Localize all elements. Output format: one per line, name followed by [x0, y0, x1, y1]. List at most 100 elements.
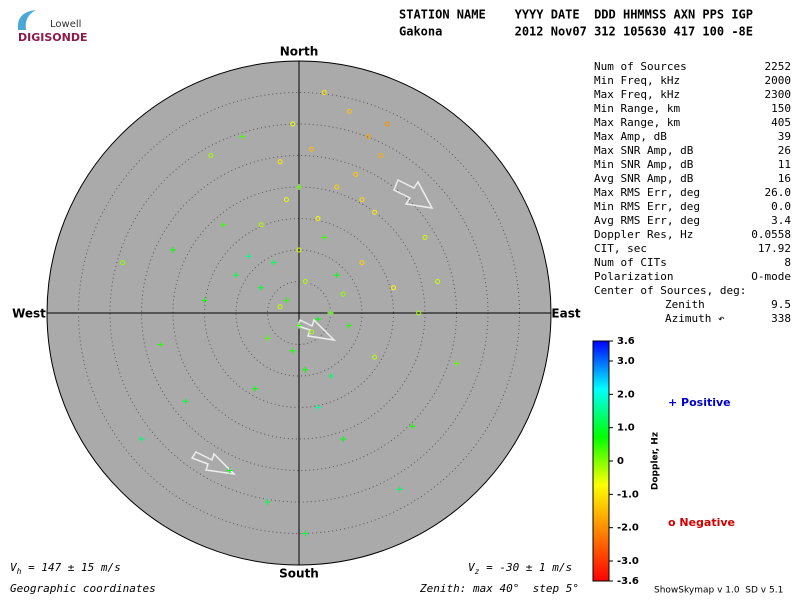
center-value: 9.5	[771, 298, 791, 311]
source-positive	[245, 253, 252, 260]
source-positive	[201, 297, 208, 304]
source-negative	[340, 291, 346, 297]
dir-label: East	[551, 307, 580, 321]
source-positive	[138, 436, 145, 442]
source-positive	[321, 234, 328, 241]
source-negative	[378, 153, 384, 158]
version: ShowSkymap v 1.0 SD v 5.1	[654, 586, 783, 596]
dir-label: North	[280, 45, 318, 59]
legend-negative: o Negative	[668, 516, 735, 529]
param-value: 39	[778, 130, 791, 143]
param-value: 0.0	[771, 200, 791, 213]
param-label: Avg SNR Amp, dB	[594, 172, 694, 185]
colorbar-tick-label: -2.0	[617, 523, 639, 534]
param-label: CIT, sec	[594, 242, 647, 255]
source-positive	[327, 373, 334, 379]
vh: V	[10, 561, 18, 574]
source-positive	[264, 335, 271, 342]
source-positive	[264, 499, 271, 505]
center-label: Azimuth ↶	[665, 312, 725, 325]
source-negative	[384, 121, 390, 127]
source-positive	[296, 184, 302, 190]
param-label: Num of CITs	[594, 256, 667, 269]
source-positive	[396, 486, 403, 493]
source-negative	[321, 90, 327, 95]
source-positive	[170, 247, 176, 253]
colorbar-tick-label: 3.0	[617, 356, 635, 367]
zenith-info: Zenith: max 40° step 5°	[419, 582, 579, 595]
source-negative	[353, 171, 359, 177]
param-value: 3.4	[771, 214, 791, 227]
source-positive	[182, 398, 189, 405]
source-negative	[372, 354, 378, 360]
center-value: 338	[771, 312, 791, 325]
source-positive	[239, 133, 246, 140]
source-positive	[296, 322, 302, 329]
source-positive	[314, 316, 321, 323]
source-positive	[233, 272, 239, 279]
param-value: 8	[784, 256, 791, 269]
source-positive	[340, 436, 347, 442]
param-value: O-mode	[751, 270, 791, 283]
param-value: 26.0	[765, 186, 792, 199]
colorbar-tick-label: 0	[617, 456, 624, 467]
source-negative	[283, 197, 289, 203]
source-negative	[208, 153, 214, 158]
vh-sub: h	[17, 567, 22, 576]
param-value: 405	[771, 116, 791, 129]
source-negative	[315, 216, 321, 221]
source-negative	[334, 184, 340, 190]
center-label: Zenith	[665, 298, 705, 311]
param-label: Min RMS Err, deg	[594, 200, 700, 213]
vz-text: = -30 ± 1 m/s	[479, 561, 572, 574]
source-positive	[302, 530, 309, 537]
param-label: Doppler Res, Hz	[594, 228, 693, 241]
header-line: STATION NAME YYYY DATE DDD HHMMSS AXN PP…	[399, 8, 753, 22]
param-label: Avg RMS Err, deg	[594, 214, 700, 227]
source-positive	[251, 385, 258, 392]
colorbar-tick-label: -3.6	[617, 576, 639, 587]
param-label: Min Freq, kHz	[594, 74, 680, 87]
source-negative	[258, 222, 264, 228]
center-heading: Center of Sources, deg:	[594, 284, 746, 297]
colorbar-tick-label: 2.0	[617, 389, 635, 400]
source-negative	[359, 197, 365, 203]
param-value: 17.92	[758, 242, 791, 255]
param-value: 26	[778, 144, 791, 157]
source-positive	[453, 360, 460, 367]
param-value: 0.0558	[751, 228, 791, 241]
param-label: Max Amp, dB	[594, 130, 667, 143]
source-negative	[391, 285, 396, 291]
source-negative	[346, 108, 352, 114]
svg-text:Vz = -30 ± 1 m/s: Vz = -30 ± 1 m/s	[468, 561, 572, 576]
colorbar-tick-label: -1.0	[617, 489, 639, 500]
source-positive	[283, 297, 290, 304]
vz: V	[468, 561, 476, 574]
param-value: 2000	[765, 74, 792, 87]
source-positive	[157, 341, 164, 348]
param-label: Min Range, km	[594, 102, 680, 115]
source-negative	[120, 260, 126, 266]
source-negative	[416, 310, 422, 316]
source-positive	[270, 259, 277, 266]
param-value: 11	[778, 158, 791, 171]
param-label: Max Range, km	[594, 116, 680, 129]
source-positive	[289, 347, 296, 354]
colorbar	[592, 340, 610, 582]
colorbar-tick-label: -3.0	[617, 556, 639, 567]
param-label: Min SNR Amp, dB	[594, 158, 694, 171]
dir-label: South	[279, 567, 319, 581]
source-positive	[327, 310, 334, 316]
svg-text:Vh = 147 ± 15 m/s: Vh = 147 ± 15 m/s	[10, 561, 121, 576]
logo-bottom: DIGISONDE	[18, 31, 87, 44]
colorbar-tick-label: 1.0	[617, 423, 635, 434]
legend-positive: + Positive	[668, 396, 731, 409]
source-positive	[409, 423, 416, 430]
param-label: Max RMS Err, deg	[594, 186, 700, 199]
param-label: Polarization	[594, 270, 673, 283]
param-value: 150	[771, 102, 791, 115]
colorbar-tick-label: 3.6	[617, 336, 635, 347]
source-positive	[258, 284, 265, 291]
dir-label: West	[12, 307, 46, 321]
